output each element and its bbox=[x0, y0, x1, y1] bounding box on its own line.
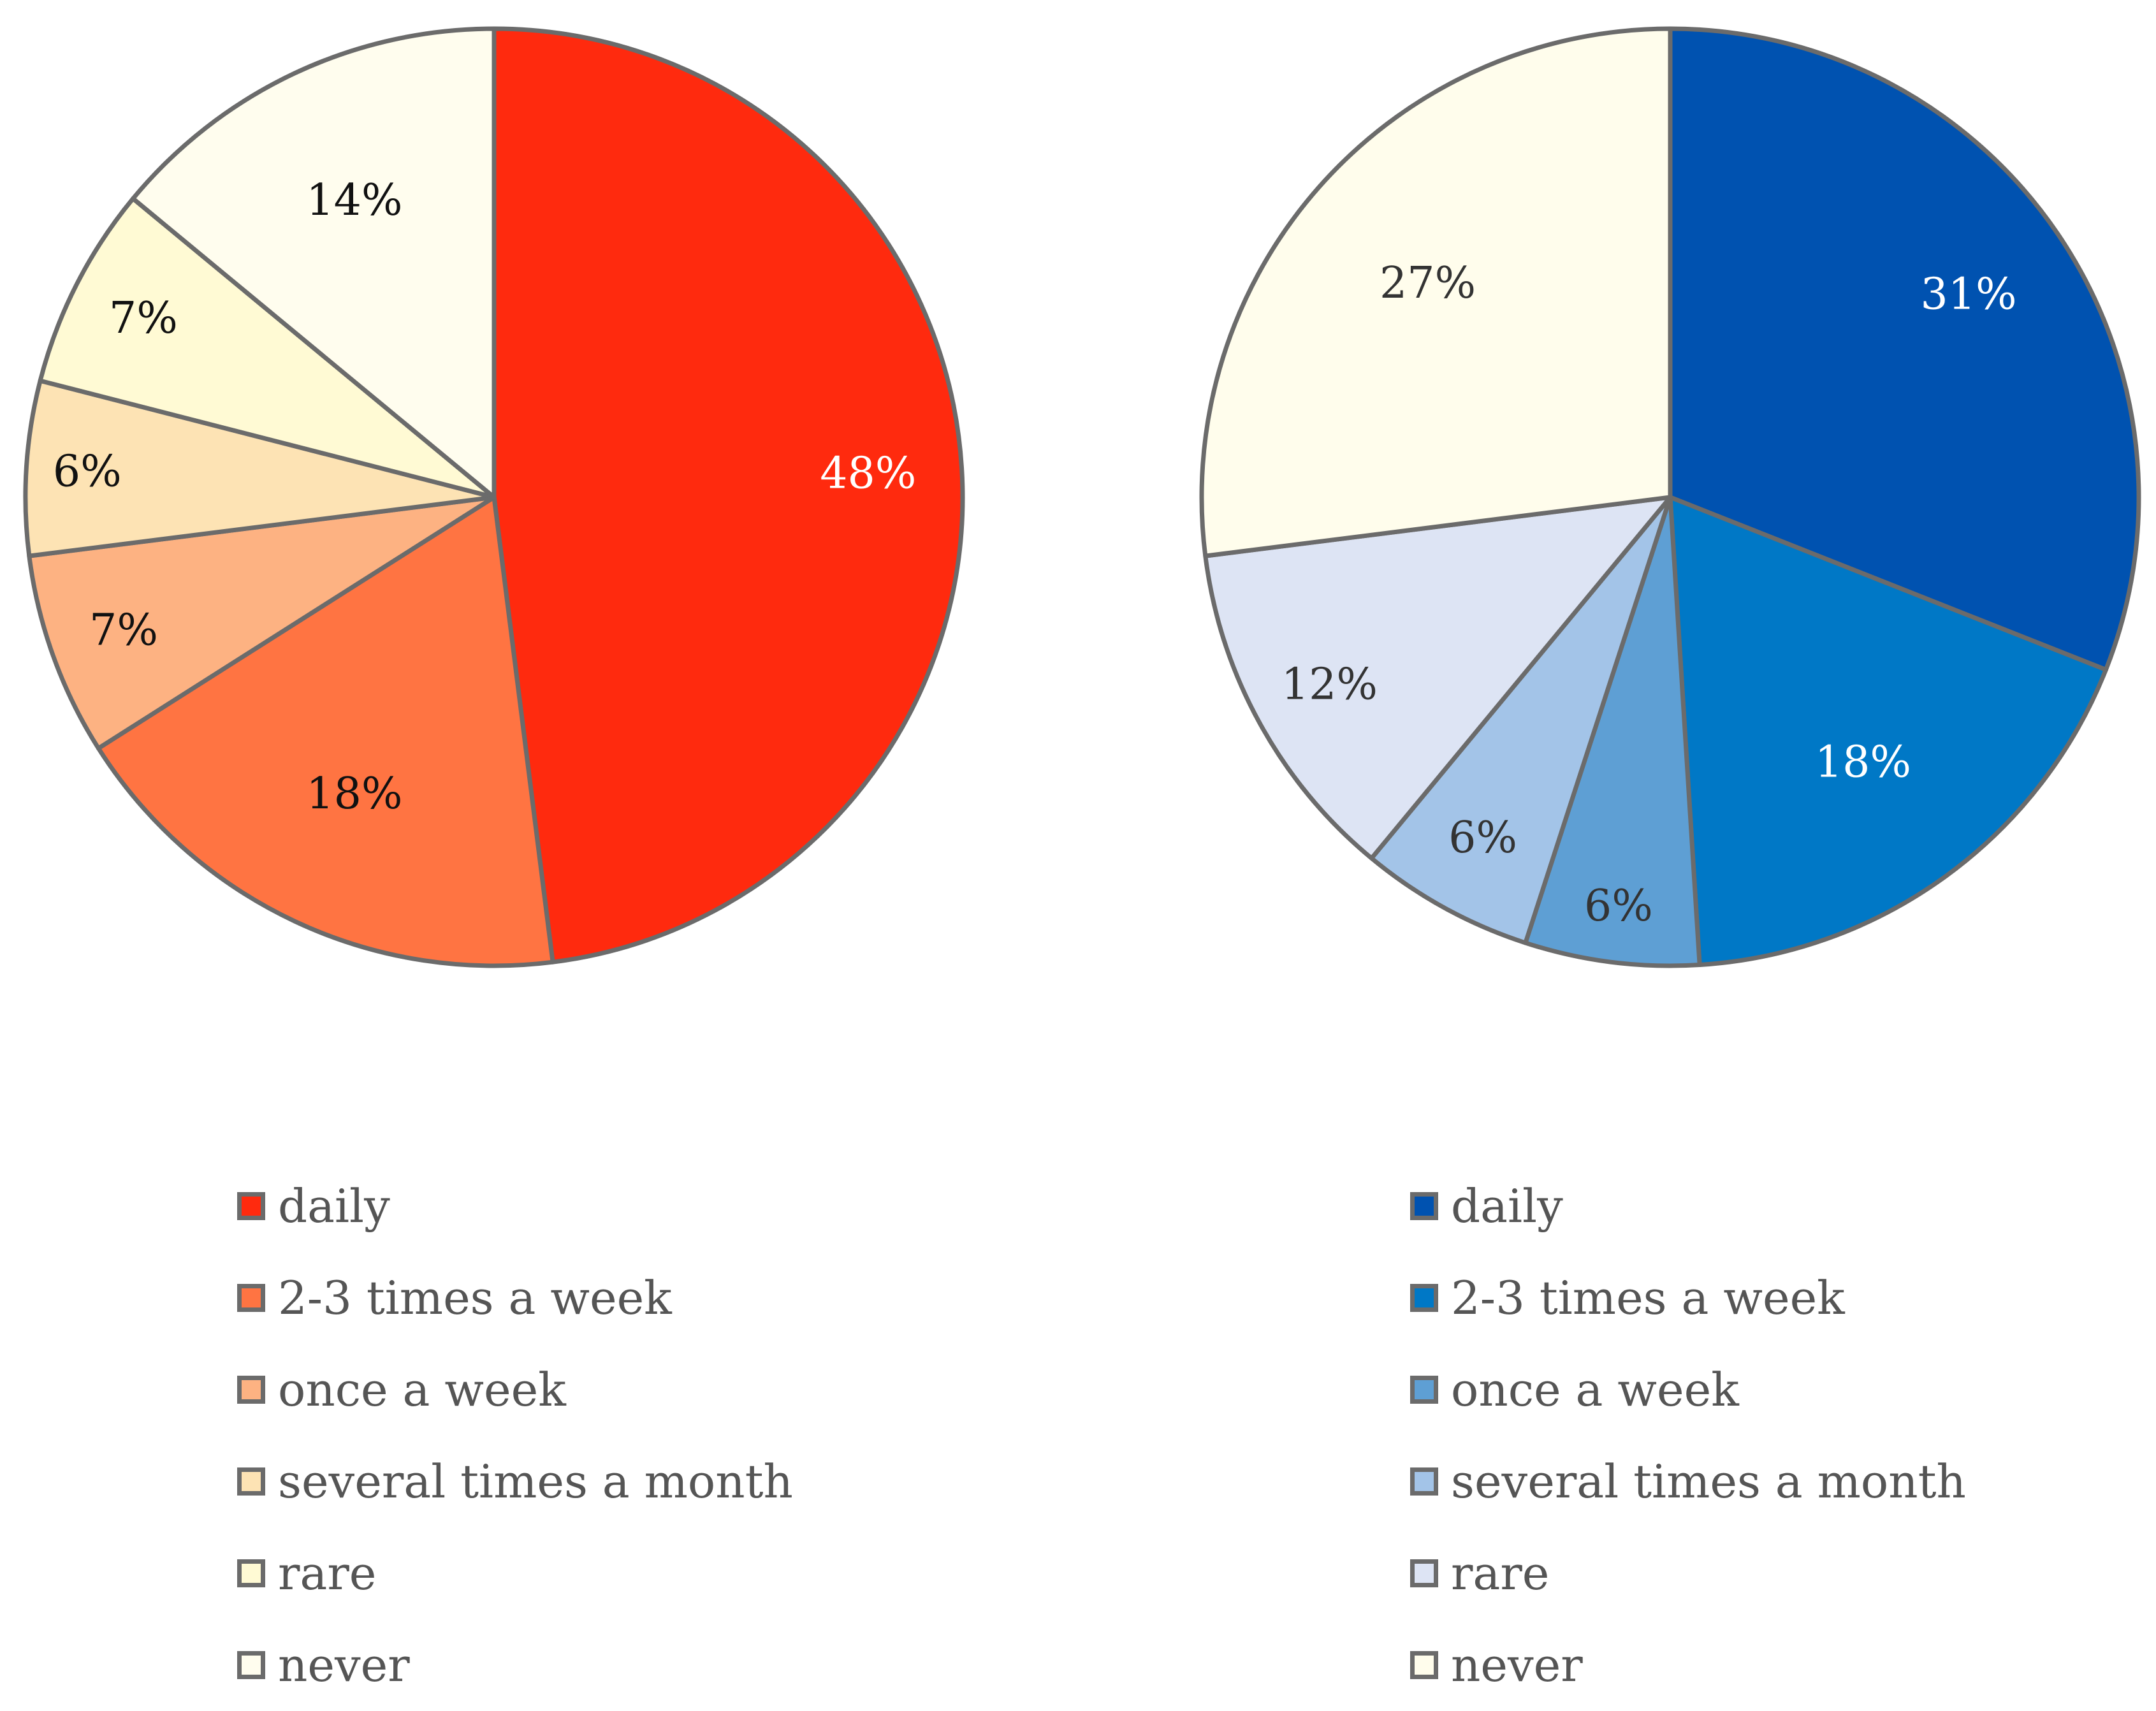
slice-label-several-times-a-month: 6% bbox=[53, 446, 122, 497]
pie-slice-daily bbox=[1668, 26, 2141, 673]
pie-slice-2-3-times-a-week bbox=[96, 495, 555, 968]
slice-label-never: 14% bbox=[306, 175, 402, 226]
legend-item-2-3-times-a-week: 2-3 times a week bbox=[1410, 1252, 1966, 1344]
legend-right: daily 2-3 times a week once a week sever… bbox=[1410, 1160, 1966, 1711]
pie-chart-left: 48% 18% 7% 6% 7% 14% bbox=[23, 26, 965, 968]
slice-label-2-3-times-a-week: 18% bbox=[306, 769, 402, 819]
legend-swatch-several-times-a-month bbox=[1410, 1467, 1438, 1496]
legend-swatch-daily bbox=[1410, 1192, 1438, 1220]
legend-swatch-2-3-times-a-week bbox=[237, 1284, 265, 1312]
pie-chart-right: 31% 18% 6% 6% 12% 27% bbox=[1199, 26, 2141, 968]
legend-swatch-2-3-times-a-week bbox=[1410, 1284, 1438, 1312]
legend-item-never: never bbox=[237, 1619, 793, 1711]
slice-label-rare: 7% bbox=[109, 293, 178, 344]
pie-slice-never bbox=[1199, 26, 1673, 558]
legend-item-several-times-a-month: several times a month bbox=[1410, 1436, 1966, 1527]
slice-label-daily: 48% bbox=[820, 449, 916, 499]
legend-swatch-never bbox=[237, 1651, 265, 1679]
pie-slice-daily bbox=[492, 26, 965, 965]
legend-label-2-3-times-a-week: 2-3 times a week bbox=[1451, 1271, 1845, 1325]
legend-left: daily 2-3 times a week once a week sever… bbox=[237, 1160, 793, 1711]
legend-item-daily: daily bbox=[1410, 1160, 1966, 1252]
legend-swatch-never bbox=[1410, 1651, 1438, 1679]
legend-label-once-a-week: once a week bbox=[1451, 1363, 1739, 1416]
legend-label-daily: daily bbox=[1451, 1179, 1563, 1233]
pie-slice-rare bbox=[1203, 495, 1673, 861]
slice-label-several-times-a-month: 6% bbox=[1448, 813, 1517, 863]
legend-item-several-times-a-month: several times a month bbox=[237, 1436, 793, 1527]
slice-label-once-a-week: 6% bbox=[1584, 881, 1653, 931]
legend-label-several-times-a-month: several times a month bbox=[278, 1455, 793, 1508]
pie-slice-2-3-times-a-week bbox=[1668, 495, 2108, 968]
legend-label-never: never bbox=[1451, 1638, 1583, 1692]
legend-swatch-several-times-a-month bbox=[237, 1467, 265, 1496]
legend-item-rare: rare bbox=[1410, 1527, 1966, 1619]
legend-label-rare: rare bbox=[278, 1547, 377, 1600]
slice-label-daily: 31% bbox=[1921, 269, 2017, 319]
legend-item-once-a-week: once a week bbox=[1410, 1344, 1966, 1436]
legend-swatch-once-a-week bbox=[237, 1376, 265, 1404]
slice-label-2-3-times-a-week: 18% bbox=[1815, 738, 1911, 788]
legend-label-2-3-times-a-week: 2-3 times a week bbox=[278, 1271, 672, 1325]
legend-item-never: never bbox=[1410, 1619, 1966, 1711]
legend-swatch-rare bbox=[237, 1559, 265, 1587]
pie-slice-never bbox=[131, 26, 497, 500]
legend-swatch-rare bbox=[1410, 1559, 1438, 1587]
pie-slice-once-a-week bbox=[27, 495, 497, 751]
slice-label-rare: 12% bbox=[1281, 659, 1378, 710]
legend-label-daily: daily bbox=[278, 1179, 390, 1233]
legend-swatch-once-a-week bbox=[1410, 1376, 1438, 1404]
legend-swatch-daily bbox=[237, 1192, 265, 1220]
legend-item-once-a-week: once a week bbox=[237, 1344, 793, 1436]
pie-slice-once-a-week bbox=[1523, 495, 1702, 968]
pie-slice-several-times-a-month bbox=[23, 378, 497, 558]
slice-label-once-a-week: 7% bbox=[89, 606, 158, 656]
legend-label-several-times-a-month: several times a month bbox=[1451, 1455, 1966, 1508]
legend-item-rare: rare bbox=[237, 1527, 793, 1619]
slice-label-never: 27% bbox=[1380, 258, 1476, 309]
pie-slice-rare bbox=[38, 196, 497, 500]
legend-label-once-a-week: once a week bbox=[278, 1363, 566, 1416]
legend-label-never: never bbox=[278, 1638, 410, 1692]
legend-item-daily: daily bbox=[237, 1160, 793, 1252]
legend-item-2-3-times-a-week: 2-3 times a week bbox=[237, 1252, 793, 1344]
pie-slice-several-times-a-month bbox=[1369, 495, 1673, 945]
legend-label-rare: rare bbox=[1451, 1547, 1550, 1600]
